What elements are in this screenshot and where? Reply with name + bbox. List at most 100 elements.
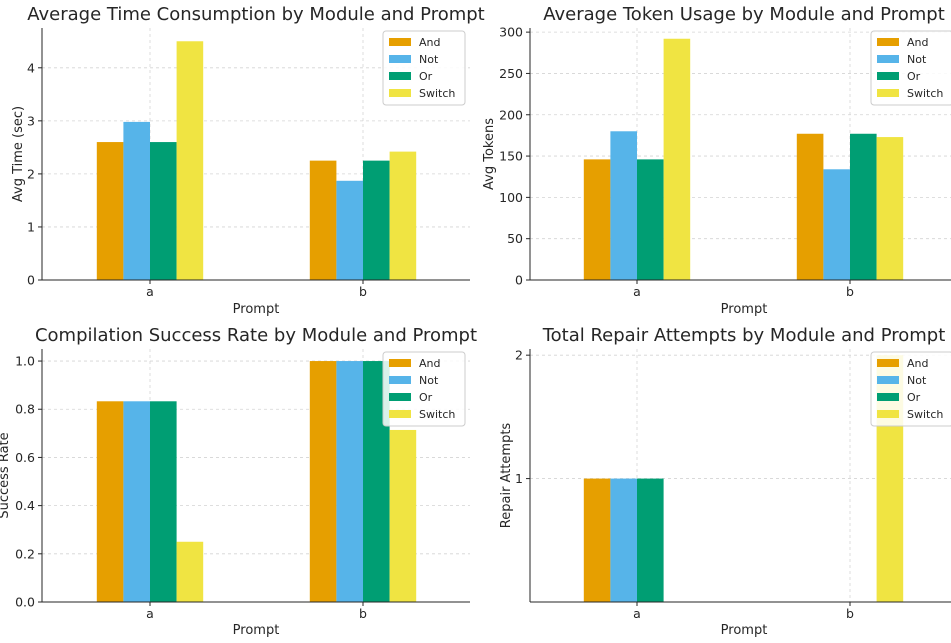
legend-swatch-switch [389,89,411,97]
subplot-1: 0 1 2 3 4 a b Average Time Consumption by Modul… [11,4,485,317]
bar-and-b [309,361,337,602]
legend-label-switch: Switch [419,408,455,421]
legend-label-or: Or [419,391,433,404]
legend-label-or: Or [907,70,921,83]
legend-swatch-switch [877,410,899,418]
legend-label-and: And [907,357,928,370]
x-axis-label: Prompt [233,302,280,317]
y-axis-label: Avg Tokens [482,118,497,190]
subplot-2: 0 50 100 150 200 250 300 a b Average Token Usage … [482,4,951,317]
bar-switch-b [876,137,904,280]
legend-swatch-not [877,55,899,63]
legend-swatch-or [877,72,899,80]
y-tick-label: 100 [499,190,523,205]
legend: And Not Or Switch [870,30,951,106]
legend-label-or: Or [907,391,921,404]
y-tick-label: 50 [507,231,523,246]
subplot-3: 0.0 0.2 0.4 0.6 0.8 1.0 a b Compilation Success … [0,325,477,638]
x-tick-label: a [633,284,641,299]
bar-not-a [123,401,150,602]
legend-label-not: Not [907,53,927,66]
legend: And Not Or Switch [382,351,466,427]
bar-and-b [309,160,337,280]
legend-swatch-switch [389,410,411,418]
legend-box [382,30,466,106]
chart-title: Compilation Success Rate by Module and P… [35,325,477,346]
legend-swatch-or [389,72,411,80]
bar-or-a [637,478,664,602]
legend-label-or: Or [419,70,433,83]
legend-label-not: Not [907,374,927,387]
bar-switch-a [176,41,204,281]
chart-title: Total Repair Attempts by Module and Prom… [542,325,946,346]
y-tick-label: 0 [27,273,35,288]
bar-or-b [850,133,877,280]
legend-label-not: Not [419,53,439,66]
y-axis-label: Success Rate [0,432,12,518]
legend-swatch-not [877,376,899,384]
legend-swatch-not [389,55,411,63]
x-tick-label: a [633,606,641,621]
subplot-4: 1 2 a b Total Repair Attempts by Module and … [499,325,951,638]
bar-and-b [796,133,824,280]
bar-not-a [610,131,637,280]
bar-switch-a [176,541,204,602]
bar-or-a [637,159,664,280]
bar-and-a [583,478,611,602]
x-axis-label: Prompt [233,623,280,638]
legend-label-not: Not [419,374,439,387]
y-tick-label: 1.0 [15,354,35,369]
y-tick-label: 1 [27,219,35,234]
legend-label-switch: Switch [907,87,943,100]
legend-box [870,351,951,427]
legend: And Not Or Switch [382,30,466,106]
legend-swatch-and [389,38,411,46]
bar-not-b [336,361,363,602]
bar-or-a [150,142,177,280]
y-tick-label: 150 [499,149,523,164]
y-tick-label: 200 [499,107,523,122]
legend-swatch-and [389,359,411,367]
y-tick-label: 0.0 [15,595,35,610]
y-tick-label: 3 [27,113,35,128]
legend-label-and: And [907,36,928,49]
legend-box [870,30,951,106]
bar-switch-b [389,151,417,280]
legend-label-switch: Switch [907,408,943,421]
y-tick-label: 4 [27,60,35,75]
y-tick-label: 0.6 [15,450,35,465]
bar-not-a [610,478,637,602]
x-axis-label: Prompt [721,302,768,317]
bar-and-a [96,142,124,280]
bar-or-a [150,401,177,602]
chart-title: Average Token Usage by Module and Prompt [543,4,945,25]
legend-swatch-and [877,38,899,46]
bar-and-a [96,401,124,602]
legend-label-and: And [419,36,440,49]
y-tick-label: 0.2 [15,546,35,561]
legend-swatch-and [877,359,899,367]
bar-switch-b [389,429,417,602]
y-tick-label: 250 [499,66,523,81]
y-tick-label: 300 [499,25,523,40]
x-tick-label: b [359,606,367,621]
legend-swatch-switch [877,89,899,97]
legend-swatch-or [877,393,899,401]
legend-label-and: And [419,357,440,370]
legend-swatch-or [389,393,411,401]
bar-or-b [363,160,390,280]
x-tick-label: a [146,284,154,299]
y-tick-label: 0 [515,273,523,288]
bar-and-a [583,159,611,280]
bar-not-a [123,121,150,280]
y-tick-label: 1 [515,471,523,486]
x-axis-label: Prompt [721,623,768,638]
y-tick-label: 2 [515,348,523,363]
bar-not-b [823,169,850,280]
legend-swatch-not [389,376,411,384]
y-tick-label: 0.8 [15,402,35,417]
y-axis-label: Avg Time (sec) [11,106,26,202]
legend-box [382,351,466,427]
bar-switch-a [663,38,691,280]
